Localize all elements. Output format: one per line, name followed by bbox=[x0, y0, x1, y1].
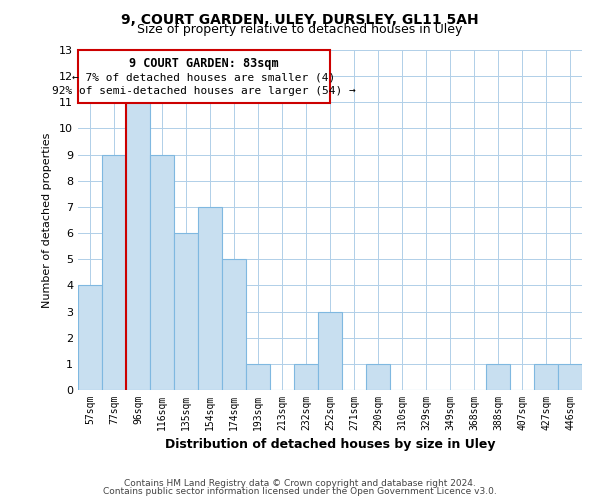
Bar bbox=[534, 364, 558, 390]
Bar bbox=[486, 364, 510, 390]
Bar bbox=[198, 207, 222, 390]
Bar bbox=[558, 364, 582, 390]
Text: Contains public sector information licensed under the Open Government Licence v3: Contains public sector information licen… bbox=[103, 487, 497, 496]
Text: 9, COURT GARDEN, ULEY, DURSLEY, GL11 5AH: 9, COURT GARDEN, ULEY, DURSLEY, GL11 5AH bbox=[121, 12, 479, 26]
Bar bbox=[366, 364, 390, 390]
Text: Contains HM Land Registry data © Crown copyright and database right 2024.: Contains HM Land Registry data © Crown c… bbox=[124, 478, 476, 488]
Bar bbox=[318, 312, 342, 390]
Y-axis label: Number of detached properties: Number of detached properties bbox=[42, 132, 52, 308]
Bar bbox=[174, 233, 198, 390]
FancyBboxPatch shape bbox=[78, 50, 330, 102]
Bar bbox=[150, 154, 174, 390]
Bar bbox=[102, 154, 126, 390]
Bar bbox=[294, 364, 318, 390]
X-axis label: Distribution of detached houses by size in Uley: Distribution of detached houses by size … bbox=[165, 438, 495, 452]
Text: Size of property relative to detached houses in Uley: Size of property relative to detached ho… bbox=[137, 22, 463, 36]
Bar bbox=[78, 286, 102, 390]
Bar bbox=[222, 259, 246, 390]
Bar bbox=[246, 364, 270, 390]
Text: ← 7% of detached houses are smaller (4): ← 7% of detached houses are smaller (4) bbox=[73, 72, 335, 82]
Bar bbox=[126, 102, 150, 390]
Text: 9 COURT GARDEN: 83sqm: 9 COURT GARDEN: 83sqm bbox=[129, 57, 279, 70]
Text: 92% of semi-detached houses are larger (54) →: 92% of semi-detached houses are larger (… bbox=[52, 86, 356, 96]
